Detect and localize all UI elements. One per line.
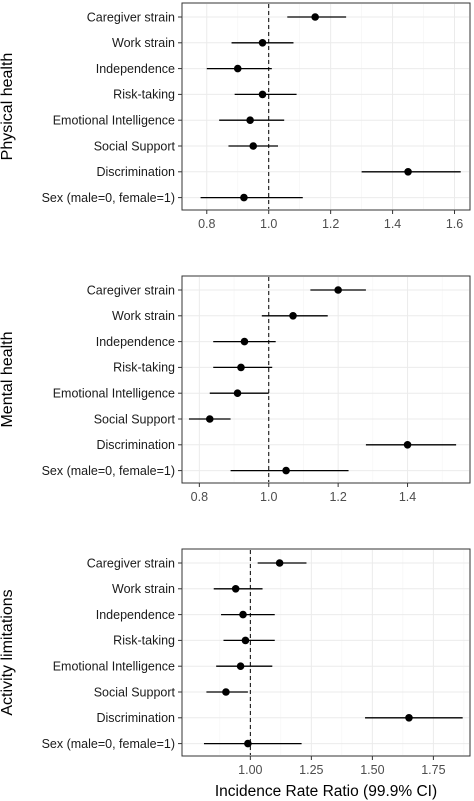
x-tick-label: 1.75 [421, 763, 445, 777]
estimate-point [249, 142, 258, 150]
estimate-point [205, 415, 214, 423]
x-tick-label: 1.25 [299, 763, 323, 777]
estimate-point [404, 168, 412, 176]
category-label: Work strain [112, 309, 175, 323]
estimate-point [233, 64, 242, 73]
panel-y-title: Activity limitations [0, 589, 16, 715]
estimate-point [282, 466, 290, 475]
x-tick-label: 1.50 [360, 763, 384, 777]
x-tick-label: 1.6 [446, 217, 463, 231]
category-label: Social Support [94, 685, 176, 699]
panel-y-title: Mental health [0, 331, 16, 427]
category-label: Work strain [112, 582, 175, 596]
x-tick-label: 0.8 [198, 217, 215, 231]
estimate-point [246, 116, 254, 124]
estimate-point [241, 636, 250, 645]
category-label: Caregiver strain [87, 556, 175, 570]
estimate-point [275, 559, 284, 567]
category-label: Discrimination [97, 438, 176, 452]
estimate-point [236, 662, 245, 670]
panel-1: Caregiver strain Work strain Independence R… [0, 2, 471, 231]
category-label: Caregiver strain [87, 10, 175, 24]
category-label: Risk-taking [113, 634, 175, 648]
x-tick-label: 1.0 [260, 490, 277, 504]
panel-y-title: Physical health [0, 53, 16, 161]
estimate-point [244, 739, 252, 748]
estimate-point [258, 90, 267, 99]
x-tick-label: 1.0 [260, 217, 277, 231]
category-label: Social Support [94, 139, 176, 153]
category-label: Discrimination [97, 165, 176, 179]
category-label: Caregiver strain [87, 283, 175, 297]
estimate-point [405, 714, 413, 722]
estimate-point [240, 337, 249, 346]
x-tick-label: 1.2 [322, 217, 339, 231]
panel-2: Caregiver strain Work strain Independence R… [0, 275, 471, 504]
category-label: Risk-taking [113, 88, 175, 102]
category-label: Emotional Intelligence [53, 387, 175, 401]
category-label: Independence [96, 608, 175, 622]
estimate-point [289, 312, 297, 320]
panel-3: Caregiver strain Work strain Independence R… [0, 548, 471, 800]
estimate-point [239, 610, 247, 619]
category-label: Emotional Intelligence [53, 114, 175, 128]
x-tick-label: 1.4 [384, 217, 401, 231]
panel-background [181, 2, 471, 211]
category-label: Sex (male=0, female=1) [42, 191, 175, 205]
category-label: Independence [96, 335, 175, 349]
estimate-point [403, 441, 412, 449]
x-tick-label: 1.2 [329, 490, 346, 504]
panel-background [181, 548, 471, 757]
estimate-point [311, 13, 319, 21]
category-label: Emotional Intelligence [53, 660, 175, 674]
x-axis-title: Incidence Rate Ratio (99.9% CI) [215, 783, 437, 800]
panel-background [181, 275, 471, 484]
estimate-point [222, 688, 230, 696]
estimate-point [334, 286, 342, 294]
category-label: Risk-taking [113, 361, 175, 375]
estimate-point [237, 363, 245, 372]
category-label: Sex (male=0, female=1) [42, 464, 175, 478]
x-tick-label: 1.00 [238, 763, 262, 777]
estimate-point [231, 585, 240, 593]
category-label: Social Support [94, 412, 176, 426]
estimate-point [240, 193, 248, 202]
category-label: Work strain [112, 36, 175, 50]
estimate-point [258, 39, 267, 47]
category-label: Discrimination [97, 711, 176, 725]
estimate-point [233, 389, 242, 398]
category-label: Sex (male=0, female=1) [42, 737, 175, 751]
category-label: Independence [96, 62, 175, 76]
x-tick-label: 1.4 [399, 490, 416, 504]
x-tick-label: 0.8 [191, 490, 208, 504]
